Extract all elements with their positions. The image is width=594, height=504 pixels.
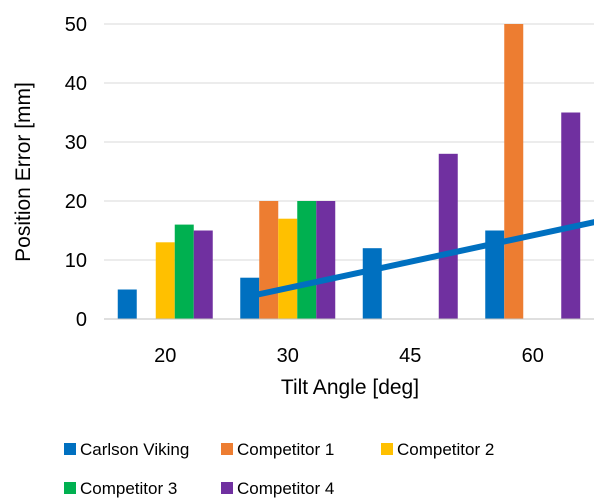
y-axis-title: Position Error [mm] — [12, 82, 35, 262]
bar-competitor-4-45 — [438, 153, 458, 319]
legend-label-competitor-4: Competitor 4 — [237, 479, 334, 498]
legend-label-competitor-3: Competitor 3 — [80, 479, 177, 498]
bar-carlson-viking-20 — [117, 289, 137, 319]
legend-label-carlson-viking: Carlson Viking — [80, 440, 189, 459]
bar-competitor-1-30 — [259, 201, 279, 319]
bar-carlson-viking-60 — [485, 230, 505, 319]
bar-competitor-2-30 — [278, 218, 298, 319]
legend: Carlson Viking Competitor 1 Competitor 2 Co… — [64, 440, 494, 498]
legend-label-competitor-2: Competitor 2 — [397, 440, 494, 459]
y-tick-label: 30 — [65, 132, 87, 154]
x-tick-label: 45 — [399, 345, 421, 367]
legend-swatch-competitor-2 — [381, 443, 393, 455]
x-axis: 20 30 45 60 — [104, 318, 594, 367]
y-tick-label: 0 — [76, 309, 87, 331]
y-tick-label: 50 — [65, 14, 87, 36]
legend-swatch-competitor-1 — [221, 443, 233, 455]
trendline — [248, 219, 594, 299]
legend-swatch-competitor-3 — [64, 482, 76, 494]
legend-label-competitor-1: Competitor 1 — [237, 440, 334, 459]
bar-competitor-4-20 — [193, 230, 213, 319]
legend-swatch-competitor-4 — [221, 482, 233, 494]
legend-swatch-carlson-viking — [64, 443, 76, 455]
bar-carlson-viking-45 — [362, 248, 382, 319]
x-tick-label: 60 — [522, 345, 544, 367]
bar-competitor-4-60 — [561, 112, 581, 319]
bars — [117, 24, 581, 319]
bar-competitor-3-20 — [174, 224, 194, 319]
trendline-layer — [248, 219, 594, 299]
bar-competitor-4-30 — [316, 201, 336, 319]
bar-competitor-1-60 — [504, 24, 524, 319]
y-axis: 0 10 20 30 40 50 — [65, 14, 87, 331]
x-tick-label: 30 — [277, 345, 299, 367]
x-tick-label: 20 — [154, 345, 176, 367]
y-tick-label: 40 — [65, 73, 87, 95]
y-tick-label: 10 — [65, 250, 87, 272]
bar-competitor-3-30 — [297, 201, 317, 319]
x-axis-title: Tilt Angle [deg] — [281, 376, 419, 399]
bar-competitor-2-20 — [155, 242, 175, 319]
y-tick-label: 20 — [65, 191, 87, 213]
